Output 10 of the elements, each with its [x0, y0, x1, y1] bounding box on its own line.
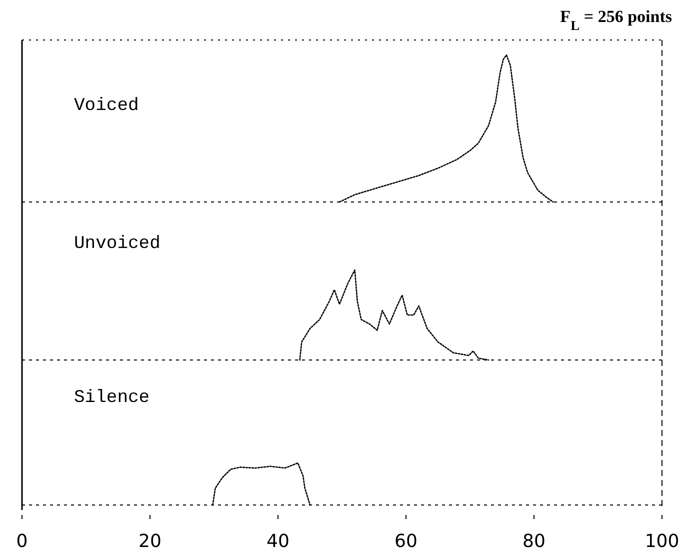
- text: Voiced: [74, 96, 139, 116]
- x-tick-label: 40: [266, 531, 290, 552]
- x-tick-label: 100: [644, 531, 680, 552]
- x-tick-label: 20: [138, 531, 162, 552]
- x-tick-label: 80: [522, 531, 546, 552]
- x-tick-label: 0: [16, 531, 28, 552]
- text: F$_{L}$ = 256 points: [560, 7, 672, 32]
- chart-title: Unvoiced: [74, 234, 160, 254]
- chart-title: Silence: [74, 388, 150, 408]
- x-tick-label: 60: [394, 531, 418, 552]
